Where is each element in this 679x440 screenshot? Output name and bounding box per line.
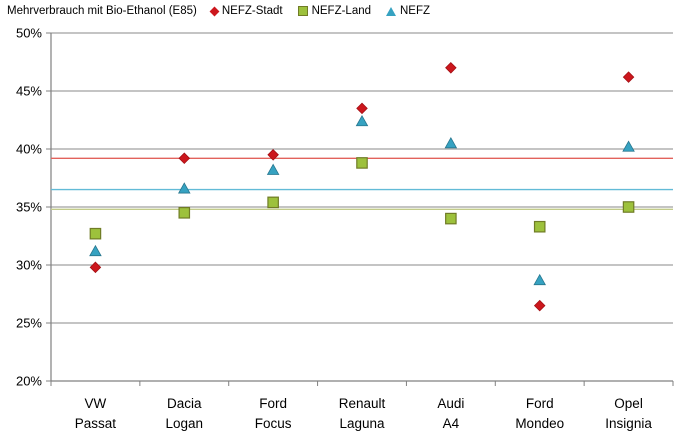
data-point-nefz-2 bbox=[266, 163, 280, 175]
chart-title: Mehrverbrauch mit Bio-Ethanol (E85) bbox=[7, 5, 197, 17]
x-category-label-0-line-1: Passat bbox=[75, 416, 117, 431]
chart-legend: NEFZ-Stadt NEFZ-Land NEFZ bbox=[209, 5, 430, 17]
data-point-nefz-stadt-4 bbox=[445, 62, 457, 74]
y-tick-label-25: 25% bbox=[16, 316, 42, 331]
data-point-nefz-stadt-1 bbox=[178, 152, 191, 165]
x-category-label-4-line-0: Audi bbox=[437, 396, 464, 411]
y-tick-label-30: 30% bbox=[16, 258, 42, 273]
data-point-nefz-stadt-3 bbox=[356, 102, 368, 115]
data-point-nefz-land-4 bbox=[445, 212, 457, 225]
data-point-nefz-land-5 bbox=[533, 220, 546, 233]
data-point-nefz-0 bbox=[89, 244, 102, 257]
x-category-label-2-line-0: Ford bbox=[259, 396, 287, 411]
x-category-label-1-line-0: Dacia bbox=[167, 396, 202, 411]
data-point-nefz-land-1 bbox=[178, 207, 191, 219]
y-tick-label-40: 40% bbox=[16, 142, 42, 157]
data-point-nefz-1 bbox=[178, 182, 191, 194]
data-point-nefz-3 bbox=[355, 114, 369, 127]
x-category-label-6-line-1: Insignia bbox=[605, 416, 652, 431]
x-category-label-6-line-0: Opel bbox=[614, 396, 643, 411]
data-point-nefz-6 bbox=[622, 140, 635, 152]
y-tick-label-50: 50% bbox=[16, 26, 42, 41]
x-category-label-5-line-0: Ford bbox=[526, 396, 554, 411]
x-category-label-3-line-0: Renault bbox=[339, 396, 386, 411]
x-category-label-4-line-1: A4 bbox=[443, 416, 460, 431]
data-point-nefz-land-2 bbox=[267, 196, 279, 209]
data-point-nefz-stadt-5 bbox=[533, 299, 546, 312]
data-point-nefz-land-3 bbox=[356, 157, 368, 169]
legend-label: NEFZ bbox=[400, 5, 431, 17]
data-point-nefz-stadt-2 bbox=[267, 149, 279, 161]
x-category-label-0-line-0: VW bbox=[85, 396, 107, 411]
x-category-label-3-line-1: Laguna bbox=[339, 416, 385, 431]
legend-item-nefz-land: NEFZ-Land bbox=[297, 5, 371, 17]
data-point-nefz-4 bbox=[444, 136, 458, 149]
y-tick-label-45: 45% bbox=[16, 84, 42, 99]
x-category-label-2-line-1: Focus bbox=[255, 416, 292, 431]
data-point-nefz-land-6 bbox=[622, 201, 635, 213]
diamond-marker-icon bbox=[209, 6, 220, 16]
data-point-nefz-5 bbox=[533, 273, 546, 286]
legend-label: NEFZ-Stadt bbox=[221, 5, 283, 17]
legend-label: NEFZ-Land bbox=[311, 5, 371, 17]
legend-item-nefz-stadt: NEFZ-Stadt bbox=[209, 5, 283, 17]
y-tick-label-35: 35% bbox=[16, 200, 42, 215]
y-tick-label-20: 20% bbox=[16, 374, 42, 389]
data-point-nefz-stadt-6 bbox=[622, 71, 635, 83]
legend-item-nefz: NEFZ bbox=[386, 5, 430, 17]
x-category-label-1-line-1: Logan bbox=[166, 416, 204, 431]
chart-header: Mehrverbrauch mit Bio-Ethanol (E85) NEFZ… bbox=[7, 2, 677, 20]
x-category-label-5-line-1: Mondeo bbox=[515, 416, 564, 431]
triangle-marker-icon bbox=[386, 6, 396, 16]
data-point-nefz-land-0 bbox=[89, 227, 102, 240]
square-marker-icon bbox=[297, 6, 308, 16]
data-point-nefz-stadt-0 bbox=[89, 261, 102, 274]
